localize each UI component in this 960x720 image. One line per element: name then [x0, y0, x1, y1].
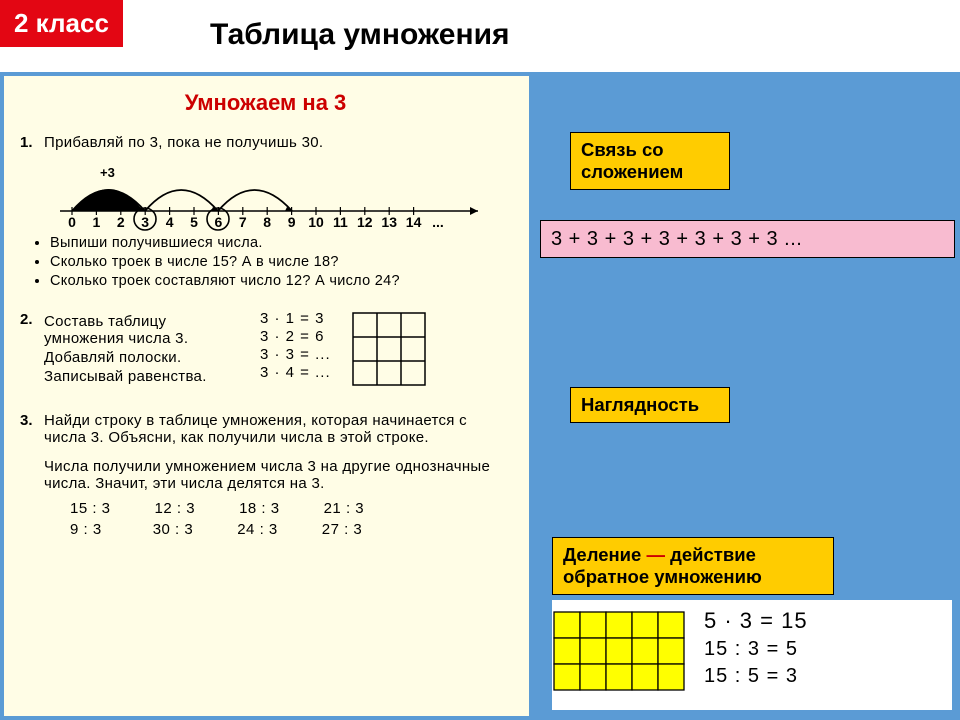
number-line: +3 01234567891011121314...	[48, 159, 518, 229]
addition-chain: 3 + 3 + 3 + 3 + 3 + 3 + 3 ...	[540, 220, 955, 258]
eq: 15 : 5 = 3	[704, 665, 808, 688]
eq: 3 · 1 = 3	[260, 310, 331, 327]
div-expr: 21 : 3	[324, 500, 365, 517]
task-1: 1. Прибавляй по 3, пока не получишь 30. …	[20, 134, 511, 289]
task-2: 2. Составь таблицу умножения числа 3. До…	[20, 311, 511, 394]
div-expr: 12 : 3	[155, 500, 196, 517]
task-text: Прибавляй по 3, пока не получишь 30.	[44, 134, 323, 151]
bullet: Сколько троек в числе 15? А в числе 18?	[50, 254, 511, 270]
right-panel: Связь со сложением 3 + 3 + 3 + 3 + 3 + 3…	[540, 72, 956, 720]
eq: 5 · 3 = 15	[704, 608, 808, 634]
pink-text: 3 + 3 + 3 + 3 + 3 + 3 + 3 ...	[551, 228, 802, 251]
svg-text:1: 1	[93, 214, 101, 230]
svg-text:11: 11	[333, 214, 348, 230]
callout-text: Деление	[563, 544, 641, 565]
svg-text:2: 2	[117, 214, 125, 230]
yellow-grid	[552, 600, 688, 710]
line: Составь таблицу умножения числа 3.	[44, 313, 244, 347]
bullet: Выпиши получившиеся числа.	[50, 235, 511, 251]
division-equations: 5 · 3 = 15 15 : 3 = 5 15 : 5 = 3	[688, 600, 808, 710]
callout-addition: Связь со сложением	[570, 132, 730, 190]
callout-text: сложением	[581, 161, 683, 182]
eq: 3 · 2 = 6	[260, 328, 331, 345]
worksheet-panel: Умножаем на 3 1. Прибавляй по 3, пока не…	[4, 76, 529, 716]
div-expr: 9 : 3	[70, 521, 102, 538]
callout-text: обратное умножению	[563, 566, 762, 587]
svg-text:6: 6	[215, 214, 223, 230]
svg-text:14: 14	[406, 214, 422, 230]
div-expr: 18 : 3	[239, 500, 280, 517]
page-title: Таблица умножения	[210, 18, 510, 52]
line: Добавляй полоски.	[44, 349, 244, 366]
svg-text:13: 13	[381, 214, 397, 230]
svg-text:12: 12	[357, 214, 373, 230]
numberline-svg: +3 01234567891011121314...	[48, 159, 518, 233]
svg-text:0: 0	[68, 214, 76, 230]
svg-text:9: 9	[288, 214, 296, 230]
svg-text:...: ...	[432, 214, 444, 230]
callout-division: Деление — действие обратное умножению	[552, 537, 834, 595]
svg-text:7: 7	[239, 214, 247, 230]
eq: 3 · 4 = ...	[260, 364, 331, 381]
task-number: 2.	[20, 311, 38, 394]
plus3-label: +3	[100, 165, 115, 180]
task-text: Найди строку в таблице умножения, котора…	[44, 412, 511, 446]
div-expr: 24 : 3	[237, 521, 278, 538]
eq: 3 · 3 = ...	[260, 346, 331, 363]
worksheet-title: Умножаем на 3	[20, 90, 511, 116]
mul-table: 3 · 1 = 3 3 · 2 = 6 3 · 3 = ... 3 · 4 = …	[260, 309, 331, 394]
callout-text: действие	[670, 544, 756, 565]
callout-visual: Наглядность	[570, 387, 730, 423]
division-panel: 5 · 3 = 15 15 : 3 = 5 15 : 5 = 3	[552, 600, 952, 710]
dash: —	[646, 544, 665, 565]
svg-text:4: 4	[166, 214, 174, 230]
content-area: Умножаем на 3 1. Прибавляй по 3, пока не…	[0, 72, 960, 720]
svg-text:3: 3	[141, 214, 149, 230]
task-3: 3. Найди строку в таблице умножения, кот…	[20, 412, 511, 538]
svg-text:5: 5	[190, 214, 198, 230]
svg-text:8: 8	[263, 214, 271, 230]
task2-text: Составь таблицу умножения числа 3. Добав…	[44, 311, 244, 394]
eq: 15 : 3 = 5	[704, 638, 808, 661]
svg-text:10: 10	[308, 214, 324, 230]
task-number: 1.	[20, 134, 38, 151]
callout-text: Наглядность	[581, 394, 699, 415]
task1-bullets: Выпиши получившиеся числа. Сколько троек…	[50, 235, 511, 289]
line: Записывай равенства.	[44, 368, 244, 385]
grade-badge: 2 класс	[0, 0, 123, 47]
div-expr: 15 : 3	[70, 500, 111, 517]
div-row: 9 : 3 30 : 3 24 : 3 27 : 3	[70, 521, 511, 538]
bullet: Сколько троек составляют число 12? А чис…	[50, 273, 511, 289]
task3-para2: Числа получили умножением числа 3 на дру…	[44, 458, 511, 492]
div-row: 15 : 3 12 : 3 18 : 3 21 : 3	[70, 500, 511, 517]
task-number: 3.	[20, 412, 38, 429]
mini-grid	[347, 311, 437, 394]
div-expr: 30 : 3	[153, 521, 194, 538]
callout-text: Связь со	[581, 139, 664, 160]
div-expr: 27 : 3	[322, 521, 363, 538]
